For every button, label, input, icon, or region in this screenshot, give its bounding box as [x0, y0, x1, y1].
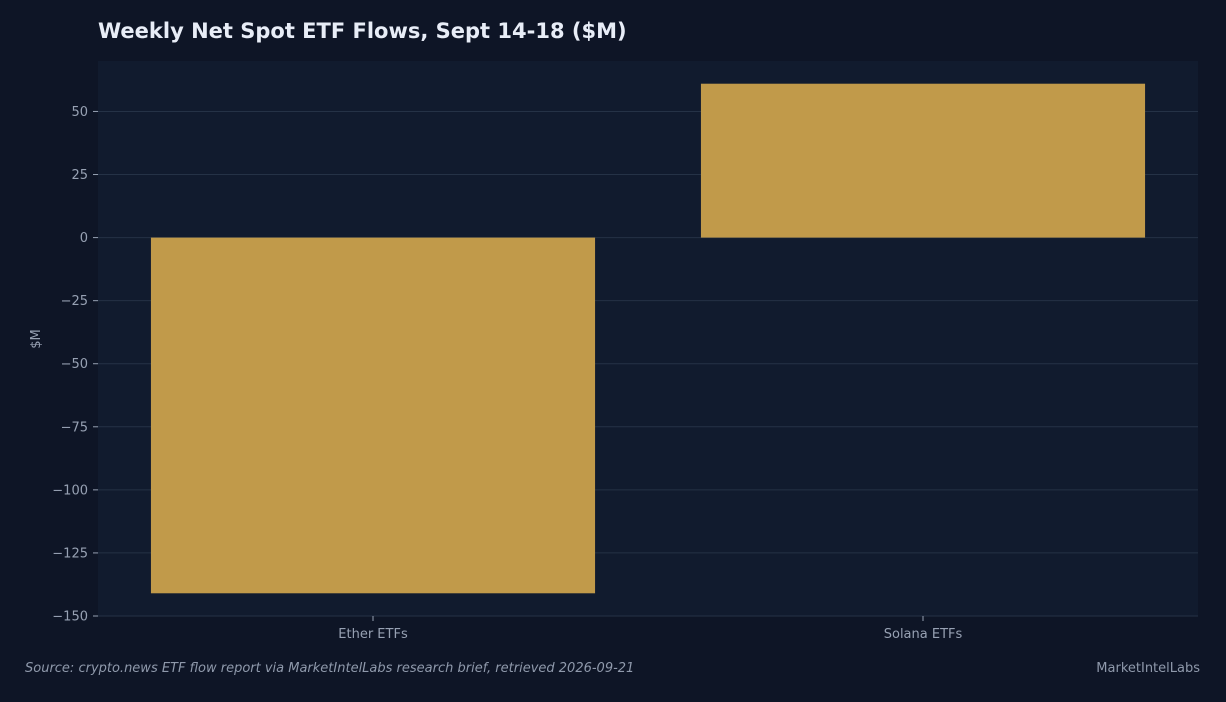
y-axis-label: $M	[29, 329, 44, 349]
x-tick-label: Solana ETFs	[884, 627, 963, 642]
y-tick-label: −125	[52, 546, 88, 561]
bars	[150, 83, 1146, 594]
x-tick-label: Ether ETFs	[338, 627, 408, 642]
y-tick-label: 50	[71, 105, 88, 120]
source-note: Source: crypto.news ETF flow report via …	[25, 661, 635, 676]
bar-solana-etfs	[700, 83, 1146, 238]
y-tick-label: −100	[52, 483, 88, 498]
chart-title: Weekly Net Spot ETF Flows, Sept 14-18 ($…	[98, 19, 627, 43]
y-tick-label: 25	[71, 168, 88, 183]
y-tick-label: −75	[61, 420, 88, 435]
y-tick-label: 0	[80, 231, 88, 246]
y-tick-label: −150	[52, 610, 88, 625]
brand-label: MarketIntelLabs	[1096, 661, 1200, 676]
y-tick-label: −50	[61, 357, 88, 372]
axes: 50 25 0 −25 −50 −75 −100 −125 −150 Ether ETFs Sola…	[52, 105, 962, 642]
bar-ether-etfs	[150, 237, 596, 594]
y-tick-label: −25	[61, 294, 88, 309]
